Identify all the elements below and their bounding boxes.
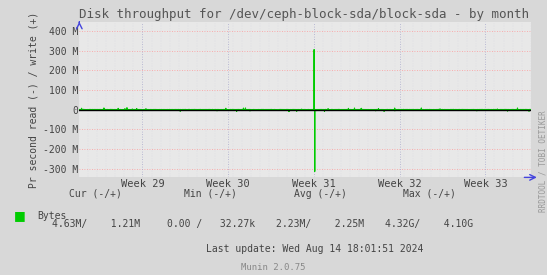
Text: RRDTOOL / TOBI OETIKER: RRDTOOL / TOBI OETIKER [539,110,547,212]
Text: Munin 2.0.75: Munin 2.0.75 [241,263,306,272]
Text: Bytes: Bytes [37,211,67,221]
Text: 0.00 /   32.27k: 0.00 / 32.27k [166,219,255,229]
Y-axis label: Pr second read (-) / write (+): Pr second read (-) / write (+) [28,12,38,188]
Text: ■: ■ [14,209,25,222]
Text: Max (-/+): Max (-/+) [403,189,456,199]
Text: Min (-/+): Min (-/+) [184,189,237,199]
Text: 4.63M/    1.21M: 4.63M/ 1.21M [51,219,140,229]
Text: 2.23M/    2.25M: 2.23M/ 2.25M [276,219,364,229]
Text: Disk throughput for /dev/ceph-block-sda/block-sda - by month: Disk throughput for /dev/ceph-block-sda/… [79,8,529,21]
Text: Avg (-/+): Avg (-/+) [294,189,346,199]
Text: Cur (-/+): Cur (-/+) [69,189,122,199]
Text: Last update: Wed Aug 14 18:01:51 2024: Last update: Wed Aug 14 18:01:51 2024 [206,244,423,254]
Text: 4.32G/    4.10G: 4.32G/ 4.10G [385,219,474,229]
